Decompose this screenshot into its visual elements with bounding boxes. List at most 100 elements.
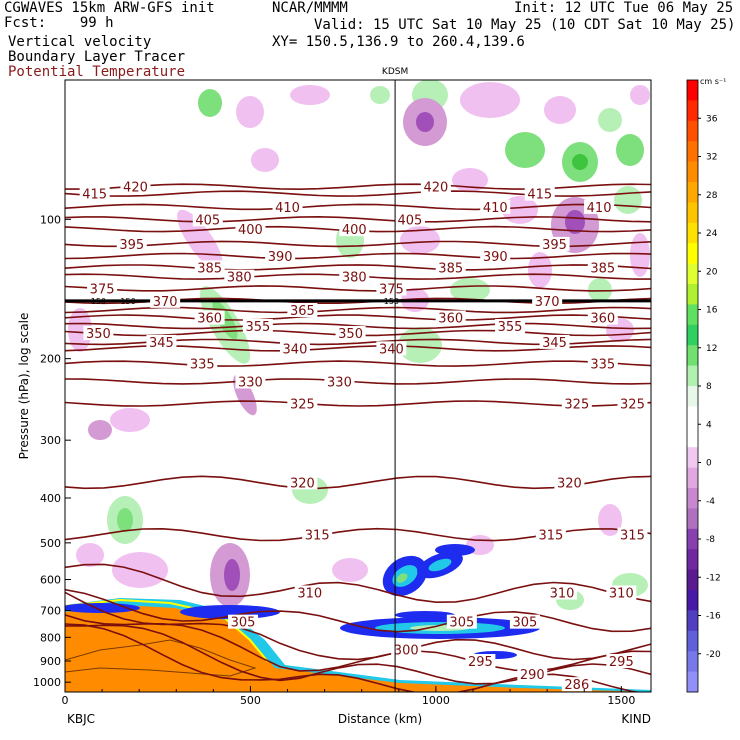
forecast-hour: Fcst: 99 h bbox=[4, 15, 114, 31]
theta-label-bg bbox=[287, 475, 318, 490]
theta-label-bg bbox=[79, 186, 110, 201]
theta-label: 375 bbox=[90, 282, 115, 297]
theta-label-bg bbox=[339, 269, 370, 284]
tracer-contour-label: 150 bbox=[120, 297, 135, 306]
colorbar-tick-label: 28 bbox=[706, 191, 718, 201]
theta-label-bg bbox=[587, 310, 618, 325]
theta-label: 310 bbox=[550, 586, 575, 601]
theta-label-bg bbox=[116, 236, 147, 251]
updraft-cell bbox=[614, 186, 642, 214]
theta-label-bg bbox=[535, 527, 566, 542]
theta-label-bg bbox=[587, 260, 618, 275]
theta-label: 335 bbox=[590, 358, 615, 373]
theta-label: 360 bbox=[590, 312, 615, 327]
theta-label-bg bbox=[446, 614, 477, 629]
theta-label: 385 bbox=[590, 261, 615, 276]
theta-label: 410 bbox=[275, 201, 300, 216]
downdraft-cell bbox=[68, 308, 92, 352]
y-tick-label: 200 bbox=[40, 353, 61, 366]
colorbar-swatch bbox=[687, 508, 698, 530]
elevated-tracer-core bbox=[428, 558, 452, 572]
colorbar-tick-label: 12 bbox=[706, 344, 717, 354]
colorbar-swatch bbox=[687, 345, 698, 366]
theta-label-bg bbox=[146, 334, 177, 349]
theta-label: 320 bbox=[290, 476, 315, 491]
y-tick-label: 100 bbox=[40, 213, 61, 226]
theta-label-bg bbox=[561, 396, 592, 411]
theta-label: 355 bbox=[245, 320, 270, 335]
theta-label-bg bbox=[187, 356, 218, 371]
theta-contour-325 bbox=[65, 400, 651, 407]
plot-frame bbox=[64, 79, 652, 693]
updraft-cell bbox=[588, 278, 612, 302]
theta-label-bg bbox=[376, 281, 407, 296]
theta-label: 420 bbox=[123, 181, 148, 196]
theta-label: 305 bbox=[449, 616, 474, 631]
theta-label: 390 bbox=[483, 250, 508, 265]
theta-label: 310 bbox=[297, 586, 322, 601]
theta-label-bg bbox=[192, 212, 223, 227]
theta-label: 350 bbox=[86, 327, 111, 342]
y-tick-label: 800 bbox=[40, 631, 61, 644]
theta-label-bg bbox=[465, 654, 496, 669]
theta-label: 385 bbox=[197, 261, 222, 276]
theta-label: 325 bbox=[290, 398, 315, 413]
theta-label: 295 bbox=[609, 655, 634, 670]
downdraft-cell bbox=[76, 543, 104, 567]
theta-label-bg bbox=[265, 248, 296, 263]
updraft-cell bbox=[505, 132, 545, 168]
tracer-plume bbox=[395, 611, 455, 619]
theta-contour-405 bbox=[65, 215, 651, 223]
theta-label-bg bbox=[194, 260, 225, 275]
colorbar-swatch bbox=[687, 182, 698, 203]
theta-contour-375 bbox=[65, 285, 651, 292]
colorbar-tick-label: 4 bbox=[706, 420, 712, 430]
theta-label: 350 bbox=[338, 327, 363, 342]
colorbar-swatch bbox=[687, 100, 698, 122]
theta-label-bg bbox=[194, 310, 225, 325]
colorbar-tick-label: 8 bbox=[706, 382, 712, 392]
theta-contour-310 bbox=[65, 563, 651, 604]
colorbar-swatch bbox=[687, 528, 698, 550]
theta-label: 290 bbox=[520, 668, 545, 683]
updraft-core bbox=[117, 508, 133, 532]
theta-label: 370 bbox=[153, 295, 178, 310]
y-tick-label: 400 bbox=[40, 492, 61, 505]
y-tick-label: 300 bbox=[40, 434, 61, 447]
left-endpoint-label: KBJC bbox=[67, 712, 95, 726]
theta-label: 360 bbox=[438, 312, 463, 327]
downdraft-cell bbox=[88, 420, 112, 440]
colorbar-swatch bbox=[687, 141, 698, 162]
colorbar-swatch bbox=[687, 365, 698, 387]
downdraft-cell bbox=[528, 252, 552, 288]
theta-contour-390 bbox=[65, 252, 651, 260]
y-tick-label: 700 bbox=[40, 604, 61, 617]
theta-label-bg bbox=[302, 527, 333, 542]
colorbar-swatch bbox=[687, 406, 698, 428]
theta-label: 410 bbox=[483, 201, 508, 216]
theta-label: 315 bbox=[538, 529, 563, 544]
x-tick-label: 500 bbox=[240, 694, 261, 707]
cross-section-endpoints: XY= 150.5,136.9 to 260.4,139.6 bbox=[272, 34, 525, 50]
theta-label: 405 bbox=[398, 213, 423, 228]
theta-label: 325 bbox=[564, 398, 589, 413]
theta-label: 400 bbox=[342, 223, 367, 238]
theta-label-bg bbox=[242, 318, 273, 333]
updraft-cell bbox=[598, 108, 622, 132]
colorbar-swatch bbox=[687, 610, 698, 632]
colorbar-swatch bbox=[687, 447, 698, 468]
updraft-cell bbox=[398, 327, 442, 363]
colorbar-swatch bbox=[687, 671, 698, 693]
colorbar-tick-label: -12 bbox=[706, 573, 721, 583]
theta-label: 395 bbox=[542, 238, 567, 253]
colorbar-swatch bbox=[687, 120, 698, 142]
downdraft-cell bbox=[251, 148, 279, 172]
downdraft-cell bbox=[110, 408, 150, 432]
theta-label-bg bbox=[150, 293, 181, 308]
colorbar-swatch bbox=[687, 161, 698, 183]
theta-label: 405 bbox=[195, 213, 220, 228]
theta-label: 400 bbox=[238, 223, 263, 238]
downdraft-cell bbox=[112, 552, 168, 588]
tracer-contour bbox=[65, 639, 257, 677]
theta-label-bg bbox=[617, 527, 648, 542]
